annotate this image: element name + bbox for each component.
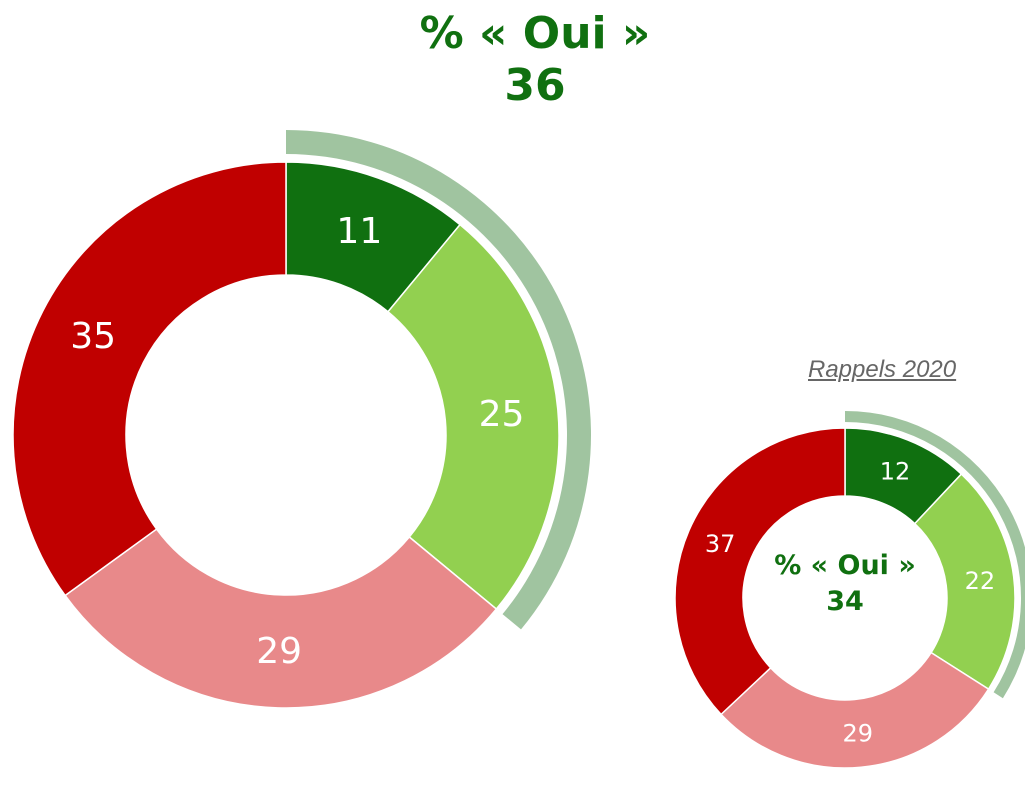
center-title: % « Oui » 34 bbox=[770, 548, 920, 620]
donut-segment bbox=[386, 223, 560, 611]
center-title-value: 34 bbox=[826, 586, 864, 617]
data-label: 37 bbox=[705, 530, 736, 558]
chart-title: % « Oui » bbox=[420, 8, 651, 59]
data-label: 25 bbox=[479, 394, 525, 435]
annotation: Rappels 2020 bbox=[808, 356, 957, 383]
donut-segment bbox=[720, 651, 990, 769]
highlight-band bbox=[286, 130, 591, 630]
donut-segment bbox=[12, 161, 287, 597]
chart-title-value: 36 bbox=[504, 60, 565, 111]
data-label: 12 bbox=[880, 458, 911, 486]
data-label: 29 bbox=[843, 719, 874, 747]
center-title-text: % « Oui » bbox=[774, 550, 916, 581]
data-label: 11 bbox=[336, 211, 382, 252]
data-label: 22 bbox=[965, 567, 996, 595]
highlight-band bbox=[845, 411, 1025, 699]
donut-segment bbox=[913, 473, 1016, 691]
donut-segment bbox=[674, 427, 846, 716]
data-label: 29 bbox=[256, 631, 302, 672]
data-label: 35 bbox=[70, 316, 116, 357]
donut-segment bbox=[64, 527, 498, 709]
